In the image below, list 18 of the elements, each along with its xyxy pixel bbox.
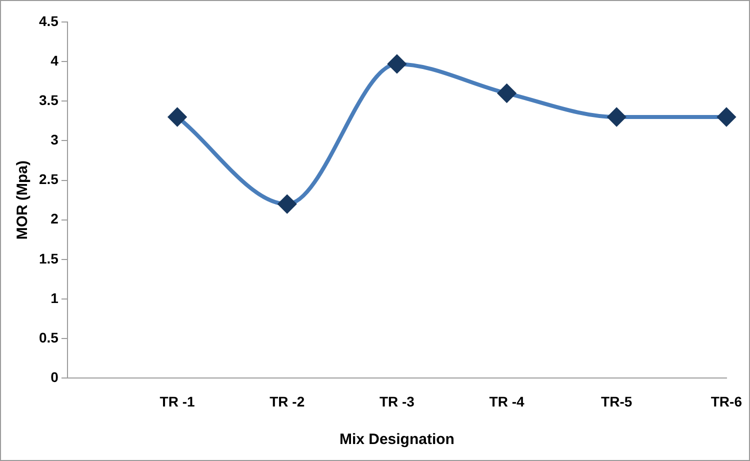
x-tick-label: TR-6 [710, 393, 742, 410]
x-tick-label: TR-5 [601, 393, 632, 410]
y-tick-label: 0 [50, 369, 59, 386]
y-tick-label: 4 [50, 52, 59, 68]
x-tick-label: TR -2 [270, 393, 305, 410]
y-tick-label: 3.5 [38, 92, 59, 108]
y-tick-label: 0.5 [38, 329, 59, 346]
y-tick-label: 4.5 [38, 12, 59, 29]
y-tick-label: 2 [50, 210, 59, 227]
x-tick-label: TR -4 [489, 393, 524, 410]
x-tick-label: TR -1 [160, 393, 196, 410]
y-tick-label: 2.5 [38, 171, 59, 188]
y-tick-label: 3 [50, 132, 59, 148]
x-tick-label: TR -3 [379, 393, 415, 410]
y-tick-label: 1 [50, 290, 59, 306]
y-axis-title: MOR (Mpa) [14, 160, 32, 240]
y-tick-label: 1.5 [38, 250, 59, 266]
x-axis-title: Mix Designation [339, 431, 454, 448]
